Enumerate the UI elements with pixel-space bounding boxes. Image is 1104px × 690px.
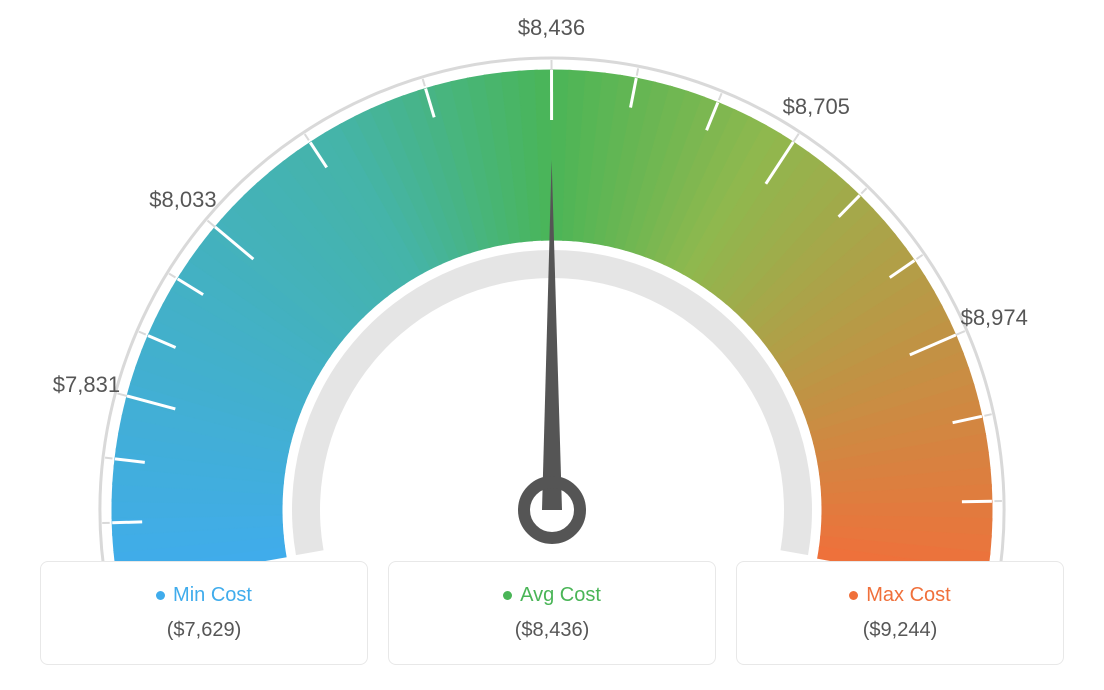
gauge-svg (72, 50, 1032, 590)
min-cost-value: ($7,629) (51, 619, 357, 642)
avg-cost-card: Avg Cost ($8,436) (388, 561, 716, 665)
summary-cards: Min Cost ($7,629) Avg Cost ($8,436) Max … (40, 561, 1064, 665)
gauge-tick-label: $8,705 (783, 94, 850, 120)
min-cost-label: Min Cost (156, 584, 252, 607)
avg-cost-label: Avg Cost (503, 584, 601, 607)
gauge-tick-label: $8,033 (149, 187, 216, 213)
max-cost-card: Max Cost ($9,244) (736, 561, 1064, 665)
gauge-tick-label: $7,831 (53, 372, 120, 398)
min-cost-card: Min Cost ($7,629) (40, 561, 368, 665)
chart-container: $7,629$7,831$8,033$8,436$8,705$8,974$9,2… (0, 0, 1104, 690)
max-cost-value: ($9,244) (747, 619, 1053, 642)
gauge-area: $7,629$7,831$8,033$8,436$8,705$8,974$9,2… (0, 0, 1104, 570)
gauge-tick-label: $8,436 (518, 15, 585, 41)
gauge-tick-label: $8,974 (961, 305, 1028, 331)
max-cost-label: Max Cost (849, 584, 950, 607)
avg-cost-value: ($8,436) (399, 619, 705, 642)
